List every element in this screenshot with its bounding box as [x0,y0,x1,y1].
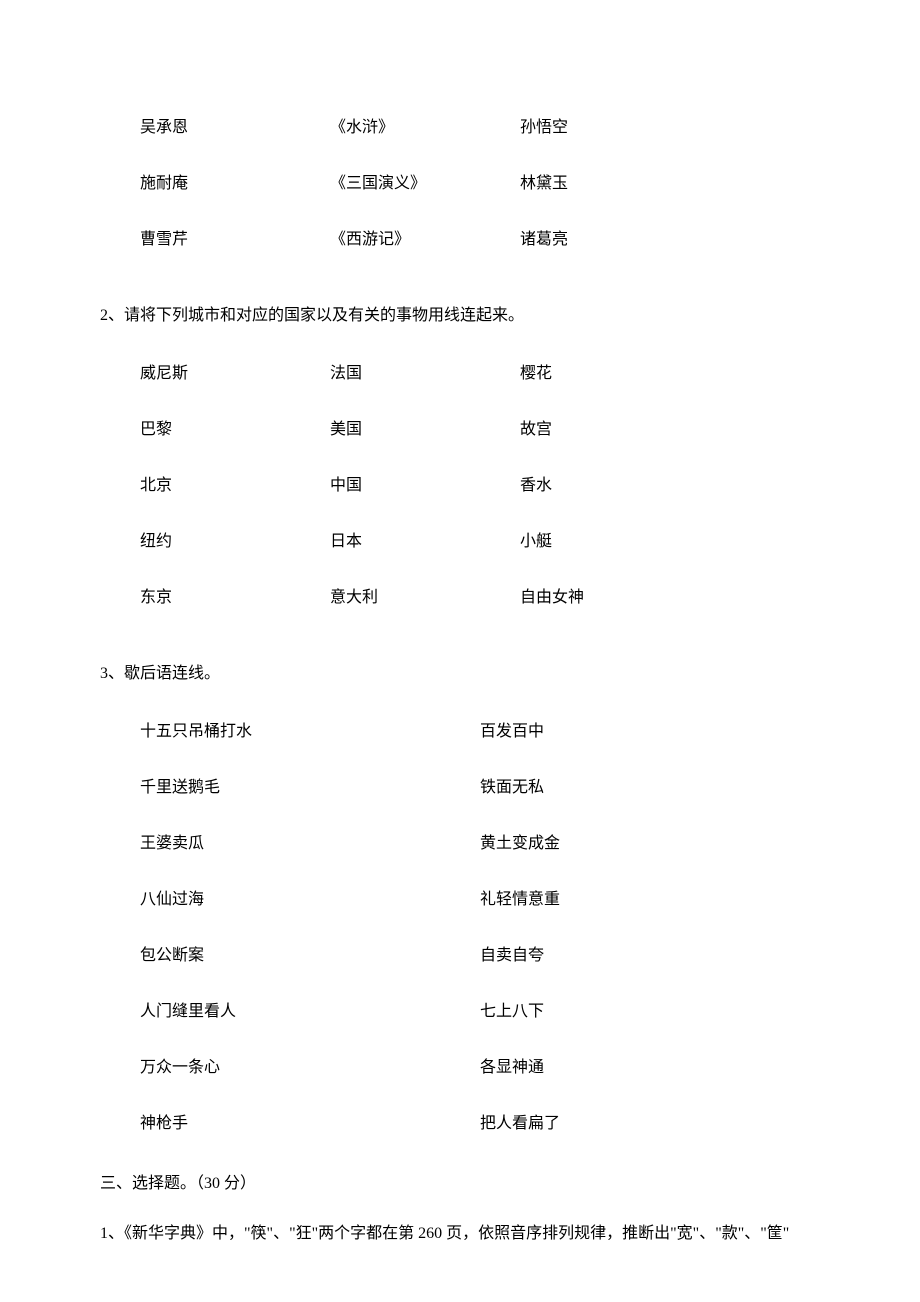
match-cell-author: 吴承恩 [140,116,330,140]
match-row: 人门缝里看人 七上八下 [140,984,820,1040]
match-cell-first: 千里送鹅毛 [140,776,480,800]
match-cell-first: 万众一条心 [140,1056,480,1080]
match-row: 十五只吊桶打水 百发百中 [140,704,820,760]
match-row: 曹雪芹 《西游记》 诸葛亮 [140,212,820,268]
match-cell-second: 各显神通 [480,1056,700,1080]
match-cell-city: 北京 [140,474,330,498]
match-row: 威尼斯 法国 樱花 [140,346,820,402]
match-cell-first: 人门缝里看人 [140,1000,480,1024]
match-block-authors: 吴承恩 《水浒》 孙悟空 施耐庵 《三国演义》 林黛玉 曹雪芹 《西游记》 诸葛… [100,100,820,268]
match-cell-second: 黄土变成金 [480,832,700,856]
match-cell-thing: 故宫 [520,418,710,442]
match-row: 八仙过海 礼轻情意重 [140,872,820,928]
match-cell-character: 林黛玉 [520,172,710,196]
match-cell-book: 《水浒》 [330,116,520,140]
match-cell-second: 铁面无私 [480,776,700,800]
match-cell-city: 东京 [140,586,330,610]
match-row: 施耐庵 《三国演义》 林黛玉 [140,156,820,212]
match-block-cities: 威尼斯 法国 樱花 巴黎 美国 故宫 北京 中国 香水 纽约 日本 小艇 东京 … [100,346,820,626]
document-page: 吴承恩 《水浒》 孙悟空 施耐庵 《三国演义》 林黛玉 曹雪芹 《西游记》 诸葛… [0,0,920,1302]
question-2-prompt: 2、请将下列城市和对应的国家以及有关的事物用线连起来。 [100,304,820,328]
match-row: 王婆卖瓜 黄土变成金 [140,816,820,872]
match-cell-second: 七上八下 [480,1000,700,1024]
match-row: 纽约 日本 小艇 [140,514,820,570]
match-cell-first: 神枪手 [140,1112,480,1136]
match-row: 千里送鹅毛 铁面无私 [140,760,820,816]
match-cell-country: 法国 [330,362,520,386]
match-cell-character: 诸葛亮 [520,228,710,252]
match-cell-first: 十五只吊桶打水 [140,720,480,744]
match-cell-second: 自卖自夸 [480,944,700,968]
match-cell-first: 八仙过海 [140,888,480,912]
match-row: 神枪手 把人看扁了 [140,1096,820,1152]
match-cell-thing: 自由女神 [520,586,710,610]
match-cell-first: 王婆卖瓜 [140,832,480,856]
match-cell-city: 威尼斯 [140,362,330,386]
match-row: 东京 意大利 自由女神 [140,570,820,626]
match-cell-thing: 樱花 [520,362,710,386]
match-cell-book: 《西游记》 [330,228,520,252]
match-cell-author: 施耐庵 [140,172,330,196]
question-3-prompt: 3、歇后语连线。 [100,662,820,686]
match-cell-first: 包公断案 [140,944,480,968]
match-block-xiehouyu: 十五只吊桶打水 百发百中 千里送鹅毛 铁面无私 王婆卖瓜 黄土变成金 八仙过海 … [100,704,820,1152]
match-row: 万众一条心 各显神通 [140,1040,820,1096]
section-3-heading: 三、选择题。（30 分） [100,1172,820,1196]
match-cell-country: 日本 [330,530,520,554]
match-cell-character: 孙悟空 [520,116,710,140]
match-cell-second: 百发百中 [480,720,700,744]
match-cell-second: 礼轻情意重 [480,888,700,912]
match-cell-country: 意大利 [330,586,520,610]
match-cell-thing: 小艇 [520,530,710,554]
match-cell-second: 把人看扁了 [480,1112,700,1136]
match-row: 包公断案 自卖自夸 [140,928,820,984]
match-cell-country: 中国 [330,474,520,498]
section-3-question-1: 1、《新华字典》中，"筷"、"狂"两个字都在第 260 页，依照音序排列规律，推… [100,1222,820,1246]
match-row: 吴承恩 《水浒》 孙悟空 [140,100,820,156]
match-cell-thing: 香水 [520,474,710,498]
match-cell-country: 美国 [330,418,520,442]
match-row: 北京 中国 香水 [140,458,820,514]
match-cell-city: 纽约 [140,530,330,554]
match-cell-author: 曹雪芹 [140,228,330,252]
match-row: 巴黎 美国 故宫 [140,402,820,458]
match-cell-city: 巴黎 [140,418,330,442]
match-cell-book: 《三国演义》 [330,172,520,196]
